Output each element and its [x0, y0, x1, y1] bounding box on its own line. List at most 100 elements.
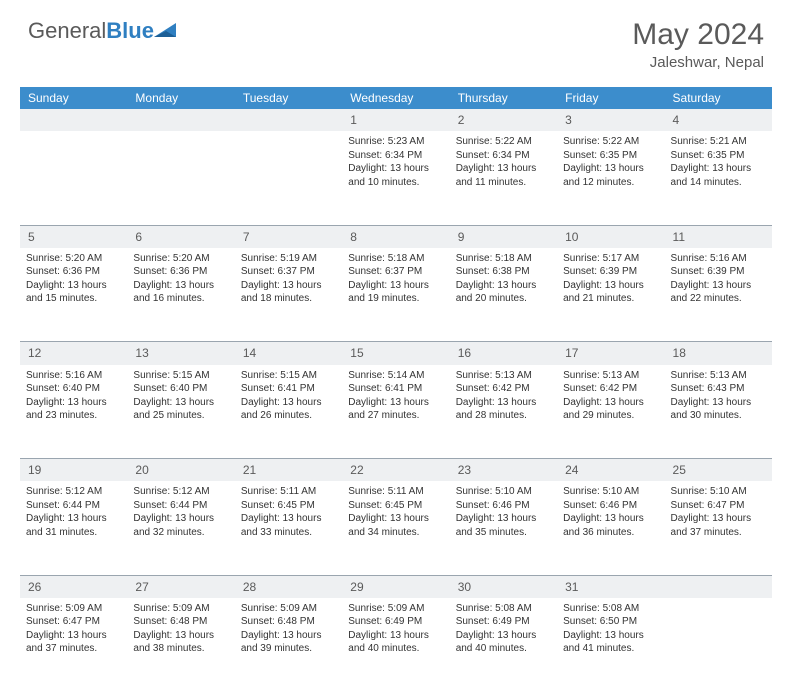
day-number: 6: [127, 225, 234, 248]
day-number: 14: [235, 342, 342, 365]
day-cell: Sunrise: 5:09 AM Sunset: 6:49 PM Dayligh…: [342, 598, 449, 692]
day-cell: [665, 598, 772, 692]
day-content-row: Sunrise: 5:12 AM Sunset: 6:44 PM Dayligh…: [20, 481, 772, 575]
day-details: Sunrise: 5:23 AM Sunset: 6:34 PM Dayligh…: [348, 135, 443, 189]
day-number: 25: [665, 459, 772, 482]
day-number: 8: [342, 225, 449, 248]
day-number: 26: [20, 575, 127, 598]
weekday-row: Sunday Monday Tuesday Wednesday Thursday…: [20, 87, 772, 109]
day-cell: Sunrise: 5:19 AM Sunset: 6:37 PM Dayligh…: [235, 248, 342, 342]
logo-text: GeneralBlue: [28, 18, 154, 44]
day-number: 30: [450, 575, 557, 598]
day-number: 13: [127, 342, 234, 365]
day-details: Sunrise: 5:17 AM Sunset: 6:39 PM Dayligh…: [563, 252, 658, 306]
day-cell: Sunrise: 5:11 AM Sunset: 6:45 PM Dayligh…: [235, 481, 342, 575]
day-details: Sunrise: 5:15 AM Sunset: 6:41 PM Dayligh…: [241, 369, 336, 423]
logo-general: General: [28, 18, 106, 43]
day-number: 29: [342, 575, 449, 598]
daynum-row: 12131415161718: [20, 342, 772, 365]
day-cell: Sunrise: 5:09 AM Sunset: 6:48 PM Dayligh…: [127, 598, 234, 692]
day-details: Sunrise: 5:16 AM Sunset: 6:39 PM Dayligh…: [671, 252, 766, 306]
day-cell: Sunrise: 5:10 AM Sunset: 6:46 PM Dayligh…: [557, 481, 664, 575]
location: Jaleshwar, Nepal: [632, 54, 764, 71]
day-details: Sunrise: 5:14 AM Sunset: 6:41 PM Dayligh…: [348, 369, 443, 423]
day-number: 22: [342, 459, 449, 482]
daynum-row: 1234: [20, 109, 772, 131]
day-content-row: Sunrise: 5:20 AM Sunset: 6:36 PM Dayligh…: [20, 248, 772, 342]
day-number: 12: [20, 342, 127, 365]
day-number: 5: [20, 225, 127, 248]
day-details: Sunrise: 5:16 AM Sunset: 6:40 PM Dayligh…: [26, 369, 121, 423]
day-details: Sunrise: 5:09 AM Sunset: 6:48 PM Dayligh…: [241, 602, 336, 656]
day-cell: Sunrise: 5:14 AM Sunset: 6:41 PM Dayligh…: [342, 365, 449, 459]
day-number: 20: [127, 459, 234, 482]
day-number: 2: [450, 109, 557, 131]
day-cell: [235, 131, 342, 225]
weekday-header: Thursday: [450, 87, 557, 109]
day-content-row: Sunrise: 5:09 AM Sunset: 6:47 PM Dayligh…: [20, 598, 772, 692]
month-title: May 2024: [632, 18, 764, 52]
day-details: Sunrise: 5:15 AM Sunset: 6:40 PM Dayligh…: [133, 369, 228, 423]
day-cell: Sunrise: 5:22 AM Sunset: 6:34 PM Dayligh…: [450, 131, 557, 225]
day-number: 19: [20, 459, 127, 482]
day-cell: Sunrise: 5:16 AM Sunset: 6:40 PM Dayligh…: [20, 365, 127, 459]
day-cell: Sunrise: 5:13 AM Sunset: 6:42 PM Dayligh…: [557, 365, 664, 459]
day-details: Sunrise: 5:18 AM Sunset: 6:38 PM Dayligh…: [456, 252, 551, 306]
day-number: [20, 109, 127, 131]
day-cell: Sunrise: 5:15 AM Sunset: 6:41 PM Dayligh…: [235, 365, 342, 459]
day-cell: Sunrise: 5:18 AM Sunset: 6:37 PM Dayligh…: [342, 248, 449, 342]
day-details: Sunrise: 5:09 AM Sunset: 6:48 PM Dayligh…: [133, 602, 228, 656]
day-number: [665, 575, 772, 598]
day-number: [235, 109, 342, 131]
day-cell: Sunrise: 5:10 AM Sunset: 6:47 PM Dayligh…: [665, 481, 772, 575]
day-number: 27: [127, 575, 234, 598]
day-cell: Sunrise: 5:20 AM Sunset: 6:36 PM Dayligh…: [20, 248, 127, 342]
day-cell: Sunrise: 5:20 AM Sunset: 6:36 PM Dayligh…: [127, 248, 234, 342]
weekday-header: Friday: [557, 87, 664, 109]
day-number: 10: [557, 225, 664, 248]
day-number: 24: [557, 459, 664, 482]
day-details: Sunrise: 5:22 AM Sunset: 6:35 PM Dayligh…: [563, 135, 658, 189]
day-details: Sunrise: 5:20 AM Sunset: 6:36 PM Dayligh…: [26, 252, 121, 306]
daynum-row: 262728293031: [20, 575, 772, 598]
day-cell: Sunrise: 5:09 AM Sunset: 6:47 PM Dayligh…: [20, 598, 127, 692]
calendar-body: 1234 Sunrise: 5:23 AM Sunset: 6:34 PM Day…: [20, 109, 772, 692]
day-details: Sunrise: 5:20 AM Sunset: 6:36 PM Dayligh…: [133, 252, 228, 306]
day-details: Sunrise: 5:12 AM Sunset: 6:44 PM Dayligh…: [133, 485, 228, 539]
day-content-row: Sunrise: 5:16 AM Sunset: 6:40 PM Dayligh…: [20, 365, 772, 459]
weekday-header: Sunday: [20, 87, 127, 109]
day-number: 21: [235, 459, 342, 482]
day-cell: Sunrise: 5:16 AM Sunset: 6:39 PM Dayligh…: [665, 248, 772, 342]
day-number: 16: [450, 342, 557, 365]
weekday-header: Monday: [127, 87, 234, 109]
weekday-header: Saturday: [665, 87, 772, 109]
day-details: Sunrise: 5:08 AM Sunset: 6:50 PM Dayligh…: [563, 602, 658, 656]
day-number: [127, 109, 234, 131]
day-cell: Sunrise: 5:22 AM Sunset: 6:35 PM Dayligh…: [557, 131, 664, 225]
day-details: Sunrise: 5:13 AM Sunset: 6:43 PM Dayligh…: [671, 369, 766, 423]
calendar-table: Sunday Monday Tuesday Wednesday Thursday…: [20, 87, 772, 692]
daynum-row: 567891011: [20, 225, 772, 248]
day-cell: Sunrise: 5:10 AM Sunset: 6:46 PM Dayligh…: [450, 481, 557, 575]
day-details: Sunrise: 5:11 AM Sunset: 6:45 PM Dayligh…: [348, 485, 443, 539]
weekday-header: Wednesday: [342, 87, 449, 109]
day-number: 7: [235, 225, 342, 248]
day-details: Sunrise: 5:09 AM Sunset: 6:47 PM Dayligh…: [26, 602, 121, 656]
day-cell: [127, 131, 234, 225]
day-content-row: Sunrise: 5:23 AM Sunset: 6:34 PM Dayligh…: [20, 131, 772, 225]
day-number: 11: [665, 225, 772, 248]
day-details: Sunrise: 5:19 AM Sunset: 6:37 PM Dayligh…: [241, 252, 336, 306]
weekday-header: Tuesday: [235, 87, 342, 109]
daynum-row: 19202122232425: [20, 459, 772, 482]
day-cell: Sunrise: 5:12 AM Sunset: 6:44 PM Dayligh…: [20, 481, 127, 575]
calendar-head: Sunday Monday Tuesday Wednesday Thursday…: [20, 87, 772, 109]
day-cell: Sunrise: 5:08 AM Sunset: 6:50 PM Dayligh…: [557, 598, 664, 692]
day-number: 17: [557, 342, 664, 365]
logo-blue: Blue: [106, 18, 154, 43]
day-details: Sunrise: 5:13 AM Sunset: 6:42 PM Dayligh…: [456, 369, 551, 423]
day-number: 9: [450, 225, 557, 248]
title-block: May 2024 Jaleshwar, Nepal: [632, 18, 764, 71]
logo-mark-icon: [154, 19, 180, 44]
day-details: Sunrise: 5:10 AM Sunset: 6:47 PM Dayligh…: [671, 485, 766, 539]
day-cell: Sunrise: 5:15 AM Sunset: 6:40 PM Dayligh…: [127, 365, 234, 459]
